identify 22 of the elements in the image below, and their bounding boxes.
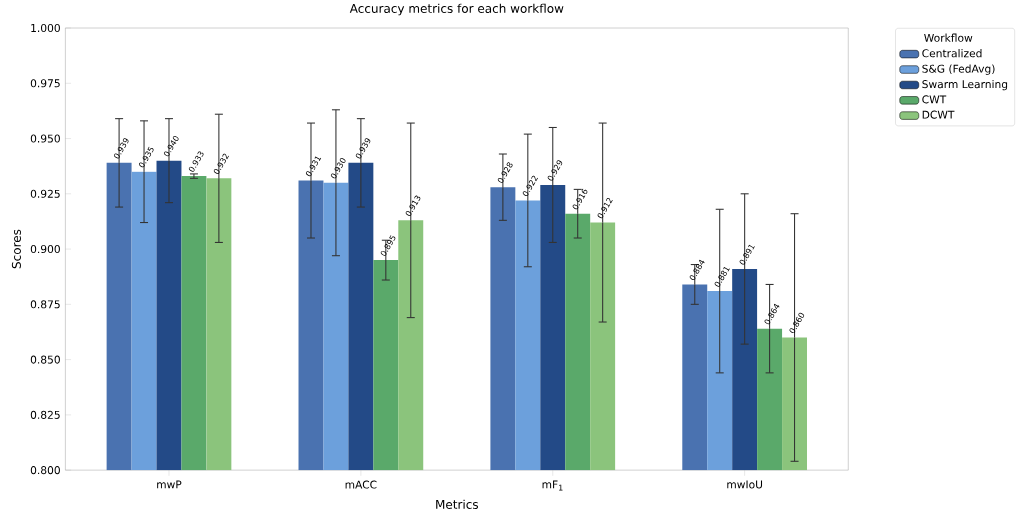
y-tick-label: 0.850 bbox=[30, 355, 60, 364]
legend-label: Centralized bbox=[922, 48, 982, 58]
y-tick-label: 0.900 bbox=[30, 244, 60, 253]
legend-label: DCWT bbox=[922, 110, 955, 119]
chart-title: Accuracy metrics for each workflow bbox=[349, 3, 564, 16]
x-tick-label: mF$_{1}$ bbox=[542, 480, 563, 491]
y-tick-label: 0.800 bbox=[30, 465, 60, 474]
legend-label: Swarm Learning bbox=[922, 79, 1008, 91]
legend-title: Workflow bbox=[924, 33, 973, 42]
y-tick-label: 0.825 bbox=[30, 410, 60, 419]
x-tick-label: mwIoU bbox=[727, 480, 763, 489]
y-tick-label: 1.000 bbox=[31, 23, 60, 32]
x-axis-title: Metrics bbox=[436, 499, 479, 509]
y-axis-title: Scores bbox=[11, 229, 21, 268]
y-tick-label: 0.925 bbox=[30, 189, 60, 198]
y-tick-label: 0.875 bbox=[30, 300, 60, 309]
y-tick-label: 0.975 bbox=[30, 78, 60, 88]
x-tick-label: mwP bbox=[157, 480, 182, 489]
legend-label: CWT bbox=[922, 95, 947, 104]
x-tick-label: mACC bbox=[345, 480, 377, 489]
legend-label: S&G (FedAvg) bbox=[922, 64, 995, 75]
y-tick-label: 0.950 bbox=[30, 134, 60, 143]
